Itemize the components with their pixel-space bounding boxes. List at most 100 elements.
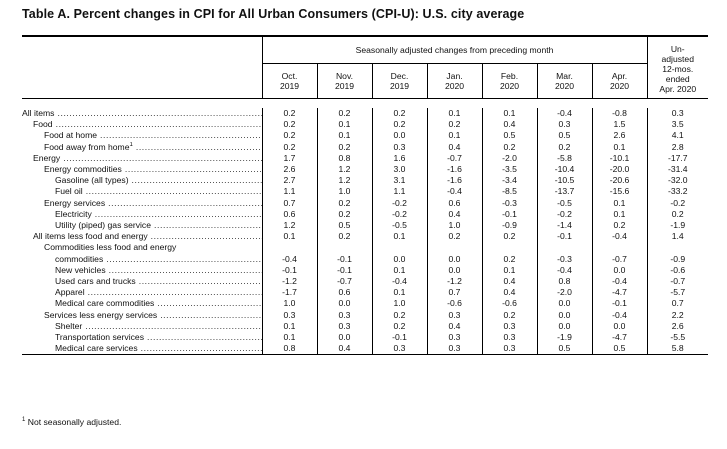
value-cell: 1.2 xyxy=(316,164,372,176)
value-cell: -1.9 xyxy=(536,332,592,344)
row-label-text: Energy xyxy=(33,152,61,163)
value-cell: 0.2 xyxy=(316,108,372,120)
value-cell: 0.2 xyxy=(261,119,317,131)
value-cell: -2.0 xyxy=(536,287,592,299)
value-cell: 0.2 xyxy=(591,220,647,232)
value-cell: 3.0 xyxy=(371,164,427,176)
value-cell: 0.1 xyxy=(316,130,372,142)
value-cell: 0.0 xyxy=(371,253,427,265)
value-cell: 3.5 xyxy=(646,119,708,131)
value-cell xyxy=(536,242,592,254)
row-label-text: Medical care commodities xyxy=(55,298,155,309)
value-cell: -0.1 xyxy=(591,298,647,310)
value-cell: 0.2 xyxy=(371,119,427,131)
value-cell xyxy=(316,242,372,254)
value-cell: -20.0 xyxy=(591,164,647,176)
footnote-ref: 1 xyxy=(129,141,133,148)
value-cell: 0.2 xyxy=(481,253,537,265)
row-label-text: Transportation services xyxy=(55,332,144,343)
value-cell xyxy=(371,242,427,254)
value-cell: -0.4 xyxy=(371,276,427,288)
row-label: Commodities less food and energy xyxy=(22,242,262,253)
value-cell: 0.2 xyxy=(316,208,372,221)
value-cell: 0.1 xyxy=(481,264,537,277)
header-unadjusted: Un- adjusted 12-mos. ended Apr. 2020 xyxy=(646,37,708,99)
value-cell: -1.4 xyxy=(536,220,592,232)
value-cell: 0.2 xyxy=(481,309,537,321)
value-cell: 0.2 xyxy=(261,141,317,153)
value-cell: 1.4 xyxy=(646,231,708,243)
value-cell: 0.2 xyxy=(536,141,592,153)
value-cell: 0.2 xyxy=(261,108,317,120)
value-cell: 0.1 xyxy=(371,287,427,299)
table-title: Table A. Percent changes in CPI for All … xyxy=(22,7,525,21)
footnote-mark: 1 xyxy=(22,417,26,424)
table-row: Food at home0.20.10.00.10.50.52.64.1 xyxy=(22,130,708,142)
row-label-text: All items less food and energy xyxy=(33,231,148,242)
value-cell: 4.1 xyxy=(646,130,708,142)
value-cell: 2.6 xyxy=(646,320,708,333)
value-cell: -0.7 xyxy=(646,276,708,288)
header-unadjusted-line: 12-mos. xyxy=(662,63,694,74)
table-row: Gasoline (all types) 2.71.23.1-1.6-3.4-10… xyxy=(22,175,708,187)
value-cell: 0.4 xyxy=(481,276,537,288)
value-cell: -33.2 xyxy=(646,186,708,198)
value-cell: 0.2 xyxy=(371,309,427,321)
table-row: All items less food and energy0.10.20.10… xyxy=(22,231,708,243)
value-cell: 0.2 xyxy=(426,119,482,131)
value-cell: -5.8 xyxy=(536,152,592,165)
footnote: 1 Not seasonally adjusted. xyxy=(22,417,121,427)
header-month: Apr. 2020 xyxy=(591,63,647,99)
value-cell: 0.0 xyxy=(371,130,427,142)
value-cell: -0.1 xyxy=(316,253,372,265)
table-row: Shelter0.10.30.20.40.30.00.02.6 xyxy=(22,320,708,333)
row-label: Food xyxy=(22,119,262,130)
table-row: Energy 1.70.81.6-0.7-2.0-5.8-10.1-17.7 xyxy=(22,152,708,165)
row-label-cell: Utility (piped) gas service xyxy=(22,220,262,231)
value-cell: -1.6 xyxy=(426,175,482,187)
value-cell: -0.6 xyxy=(646,264,708,277)
table-row: Transportation services0.10.0-0.10.30.3-… xyxy=(22,332,708,344)
row-label: Gasoline (all types) xyxy=(22,175,262,186)
value-cell xyxy=(426,242,482,254)
value-cell: 0.6 xyxy=(316,287,372,299)
header-month-name: Mar. xyxy=(556,71,573,81)
header-month-row: Oct. 2019 Nov. 2019 Dec. 2019 Jan. 2020 Feb. 2020… xyxy=(22,63,708,99)
footnote-text: Not seasonally adjusted. xyxy=(25,417,122,427)
row-label-text: Energy commodities xyxy=(44,164,122,175)
value-cell: 0.3 xyxy=(261,309,317,321)
value-cell: 1.5 xyxy=(591,119,647,131)
table-row: Energy services0.70.2-0.20.6-0.3-0.50.1-… xyxy=(22,197,708,209)
row-label-cell: Transportation services xyxy=(22,332,262,343)
value-cell: 0.1 xyxy=(591,197,647,209)
value-cell: -1.2 xyxy=(426,276,482,288)
table-row: Utility (piped) gas service 1.20.5-0.51.0… xyxy=(22,220,708,232)
value-cell: 0.3 xyxy=(426,332,482,344)
row-label: Energy services xyxy=(22,198,262,209)
header-month-year: 2019 xyxy=(389,81,410,91)
value-cell: 1.0 xyxy=(261,298,317,310)
row-label-text: commodities xyxy=(55,253,104,264)
header-month-year: 2020 xyxy=(499,81,520,91)
value-cell: 0.2 xyxy=(646,208,708,221)
header-month-year: 2019 xyxy=(279,81,300,91)
value-cell: 1.0 xyxy=(316,186,372,198)
value-cell: 0.4 xyxy=(481,287,537,299)
value-cell: 0.8 xyxy=(536,276,592,288)
value-cell: -5.5 xyxy=(646,332,708,344)
value-cell: -17.7 xyxy=(646,152,708,165)
header-month-year: 2020 xyxy=(609,81,630,91)
value-cell: -4.7 xyxy=(591,287,647,299)
value-cell: 0.4 xyxy=(316,343,372,355)
value-cell: -0.2 xyxy=(536,208,592,221)
header-month-name: Oct. xyxy=(281,71,298,81)
row-label: Energy xyxy=(22,153,262,164)
row-label: Food away from home1 xyxy=(22,142,262,153)
table-row: Fuel oil1.11.01.1-0.4-8.5-13.7-15.6-33.2 xyxy=(22,186,708,198)
value-cell: -0.4 xyxy=(261,253,317,265)
value-cell: -0.4 xyxy=(536,264,592,277)
row-label-cell: Energy services xyxy=(22,198,262,209)
value-cell: -8.5 xyxy=(481,186,537,198)
value-cell: 0.4 xyxy=(481,119,537,131)
row-label-text: New vehicles xyxy=(55,264,106,275)
